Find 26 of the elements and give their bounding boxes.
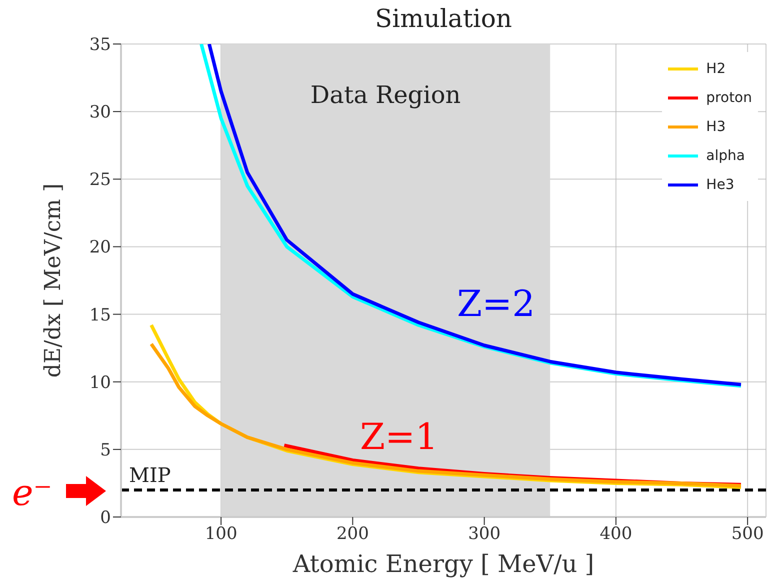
- x-tick-label: 100: [204, 524, 238, 544]
- chart-title: Simulation: [374, 4, 514, 33]
- ref-line-label: MIP: [129, 462, 171, 487]
- x-tick-label: 200: [336, 524, 369, 544]
- y-axis-title: dE/dx [ MeV/cm ]: [40, 183, 66, 378]
- x-tick-label: 500: [731, 524, 764, 544]
- y-tick-label: 35: [89, 35, 111, 56]
- legend-label: H2: [706, 60, 726, 76]
- y-tick-label: 10: [89, 372, 111, 393]
- legend-label: alpha: [706, 148, 745, 164]
- band-label: Data Region: [310, 81, 461, 110]
- annotation: Z=2: [457, 283, 536, 327]
- text: e⁻: [12, 472, 52, 516]
- y-tick-label: 15: [89, 305, 111, 326]
- y-tick-label: 25: [89, 170, 111, 190]
- x-tick-label: 300: [468, 524, 501, 544]
- annotation: Z=1: [360, 416, 438, 460]
- y-tick-label: 0: [100, 508, 111, 528]
- y-tick-label: 5: [100, 440, 111, 460]
- legend-label: proton: [706, 90, 752, 106]
- legend-label: He3: [706, 176, 734, 192]
- x-axis-title: Atomic Energy [ MeV/u ]: [292, 550, 594, 578]
- y-tick-label: 30: [89, 102, 111, 123]
- x-tick-label: 400: [600, 524, 632, 544]
- y-tick-label: 20: [89, 238, 111, 258]
- legend-label: H3: [706, 118, 726, 134]
